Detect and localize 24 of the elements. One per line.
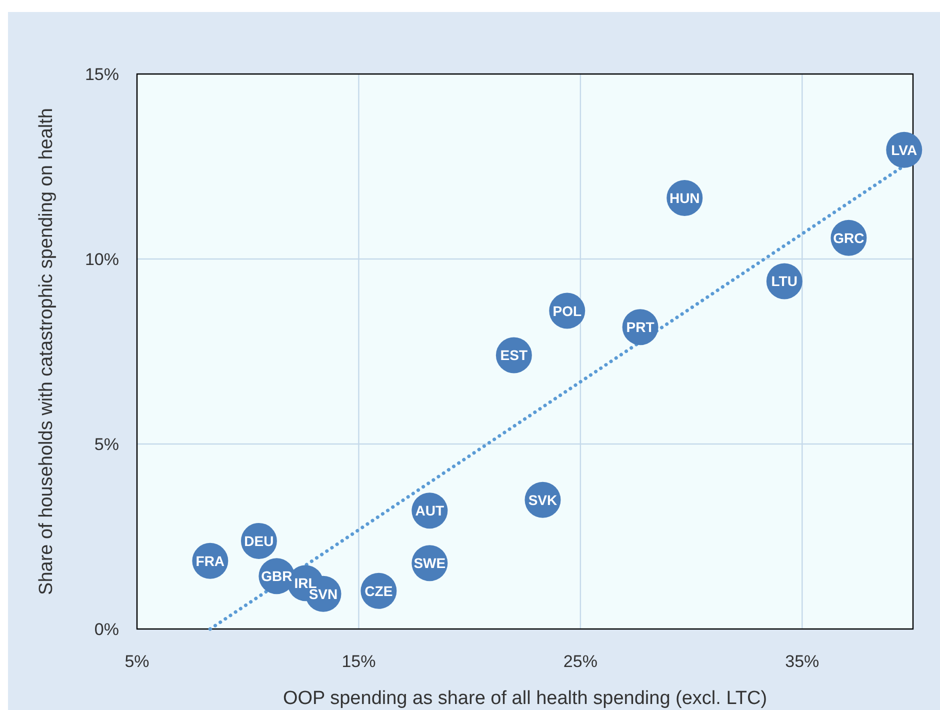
y-tick-label: 15% — [84, 65, 119, 84]
y-tick-label: 5% — [94, 435, 119, 454]
annotation: LTU — [771, 273, 798, 290]
x-tick-label: 5% — [124, 652, 150, 671]
annotation: PRT — [626, 319, 655, 336]
y-tick-label: 10% — [84, 250, 119, 269]
annotation: GRC — [833, 230, 864, 246]
x-tick-label: 15% — [342, 652, 376, 671]
y-tick-label: 0% — [94, 620, 119, 639]
annotation: AUT — [415, 502, 444, 519]
annotation: POL — [552, 302, 582, 319]
x-tick-label: 35% — [785, 652, 820, 671]
annotation: CZE — [364, 582, 393, 599]
annotation: HUN — [669, 190, 700, 206]
annotation: GBR — [261, 568, 292, 584]
annotation: DEU — [244, 532, 274, 549]
annotation: SWE — [414, 555, 446, 572]
annotation: FRA — [196, 552, 225, 569]
x-tick-label: 25% — [563, 652, 598, 671]
annotation: SVK — [528, 492, 558, 508]
annotation: LVA — [891, 142, 918, 158]
y-axis-title: Share of households with catastrophic spending on health — [36, 108, 57, 595]
annotation: EST — [500, 347, 528, 364]
x-axis-title: OOP spending as share of all health spending (excl. LTC) — [282, 688, 768, 709]
